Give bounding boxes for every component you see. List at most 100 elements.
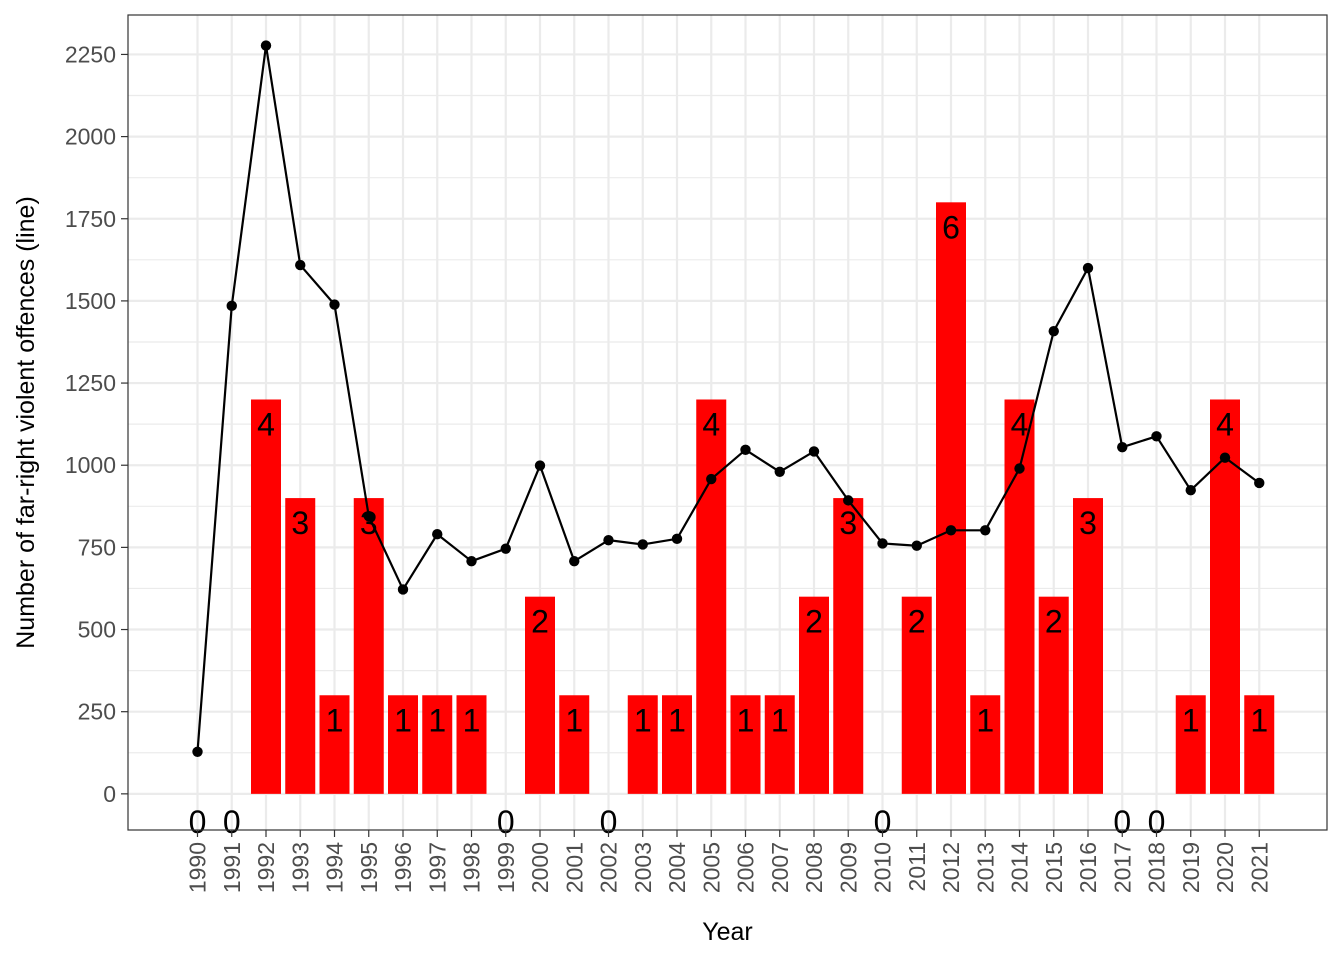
line-point: [569, 555, 580, 567]
bar-label: 4: [702, 406, 720, 442]
line-point: [843, 495, 854, 506]
bar-label: 1: [326, 702, 344, 738]
bar-label: 1: [394, 702, 412, 738]
bar-label: 0: [600, 804, 618, 840]
line-point: [534, 460, 546, 471]
x-tick-label: 1996: [390, 842, 416, 893]
bar: [559, 695, 590, 794]
line-point: [706, 473, 717, 485]
line-point: [603, 534, 614, 546]
bar-label: 1: [668, 702, 686, 738]
x-tick-label: 1999: [493, 842, 519, 893]
bar: [319, 695, 350, 794]
y-tick-label: 1500: [65, 288, 116, 314]
y-tick-label: 750: [78, 534, 116, 560]
line-point: [911, 540, 922, 551]
bar-label: 4: [1216, 406, 1234, 442]
bar-label: 2: [531, 604, 549, 640]
y-tick-label: 0: [103, 781, 116, 807]
line-point: [1254, 477, 1265, 489]
bar: [627, 695, 658, 794]
y-tick-label: 500: [78, 617, 116, 643]
x-tick-label: 2011: [904, 842, 930, 891]
bar-label: 0: [874, 804, 892, 840]
bar-label: 3: [839, 505, 857, 541]
x-tick-label: 1993: [287, 842, 313, 893]
y-tick-label: 250: [78, 699, 116, 725]
line-point: [1082, 262, 1094, 274]
y-axis-title: Number of far-right violent offences (li…: [12, 196, 40, 649]
bar: [456, 695, 487, 794]
bar-label: 1: [771, 702, 789, 738]
bar: [764, 695, 795, 794]
line-point: [980, 525, 991, 536]
line-point: [945, 525, 957, 536]
line-point: [1048, 325, 1059, 337]
bar: [662, 695, 692, 794]
y-tick-label: 1000: [65, 452, 116, 478]
x-tick-label: 1997: [424, 842, 450, 893]
bar-label: 3: [1079, 505, 1097, 541]
line-point: [1151, 431, 1162, 442]
bar: [1244, 695, 1275, 794]
line-point: [432, 529, 443, 540]
x-tick-label: 2013: [972, 842, 998, 893]
bar-label: 2: [1045, 604, 1063, 640]
x-tick-label: 1990: [185, 842, 211, 893]
bar: [251, 399, 281, 794]
bar: [422, 695, 453, 794]
bar: [833, 498, 864, 794]
line-point: [363, 510, 374, 522]
bar-label: 1: [463, 702, 481, 738]
y-axis: 0 250 500 750 1000 1250 1500 1750 2000 2250: [65, 41, 128, 807]
line-point: [397, 584, 409, 595]
line-point: [1185, 484, 1196, 496]
line-layer: [192, 40, 1265, 757]
line-point: [774, 466, 785, 477]
x-tick-label: 2017: [1109, 842, 1135, 893]
x-tick-label: 2012: [938, 842, 964, 893]
bar: [730, 695, 761, 794]
line-point: [671, 533, 683, 545]
bar: [1175, 695, 1206, 794]
x-axis-title: Year: [702, 918, 753, 946]
line-point: [637, 539, 648, 550]
x-tick-label: 2004: [664, 842, 690, 893]
bar: [696, 399, 727, 794]
x-tick-label: 2009: [835, 842, 861, 893]
x-tick-label: 1998: [459, 842, 485, 893]
y-tick-label: 2250: [65, 41, 116, 67]
bar: [1038, 596, 1069, 794]
line-point: [808, 446, 820, 457]
x-tick-label: 2015: [1041, 842, 1067, 893]
x-tick-label: 2003: [630, 842, 656, 893]
bar: [799, 596, 829, 794]
bar-label: 3: [291, 505, 309, 541]
bar-label: 2: [805, 604, 823, 640]
bar: [353, 498, 384, 794]
x-tick-label: 2020: [1212, 842, 1238, 893]
bar-label: 1: [428, 702, 446, 738]
bar-label: 4: [1011, 406, 1029, 442]
bar: [936, 202, 966, 794]
x-tick-label: 2006: [733, 842, 759, 893]
panel-border: [127, 14, 1328, 831]
x-tick-label: 2007: [767, 842, 793, 893]
x-tick-label: 2014: [1007, 842, 1033, 893]
x-tick-label: 2001: [561, 842, 587, 893]
bar-label: 0: [1148, 804, 1166, 840]
line-point: [192, 746, 203, 757]
bar-label: 0: [189, 804, 207, 840]
x-tick-label: 2002: [596, 842, 622, 893]
bar-label: 1: [737, 702, 755, 738]
line-point: [295, 259, 306, 271]
bar: [970, 695, 1001, 794]
bar-label: 1: [565, 702, 583, 738]
line-point: [740, 444, 751, 455]
line-point: [466, 555, 477, 567]
bar-label: 6: [942, 209, 960, 245]
line-point: [226, 300, 237, 312]
x-tick-label: 1992: [253, 842, 279, 893]
bar-label: 3: [360, 505, 378, 541]
